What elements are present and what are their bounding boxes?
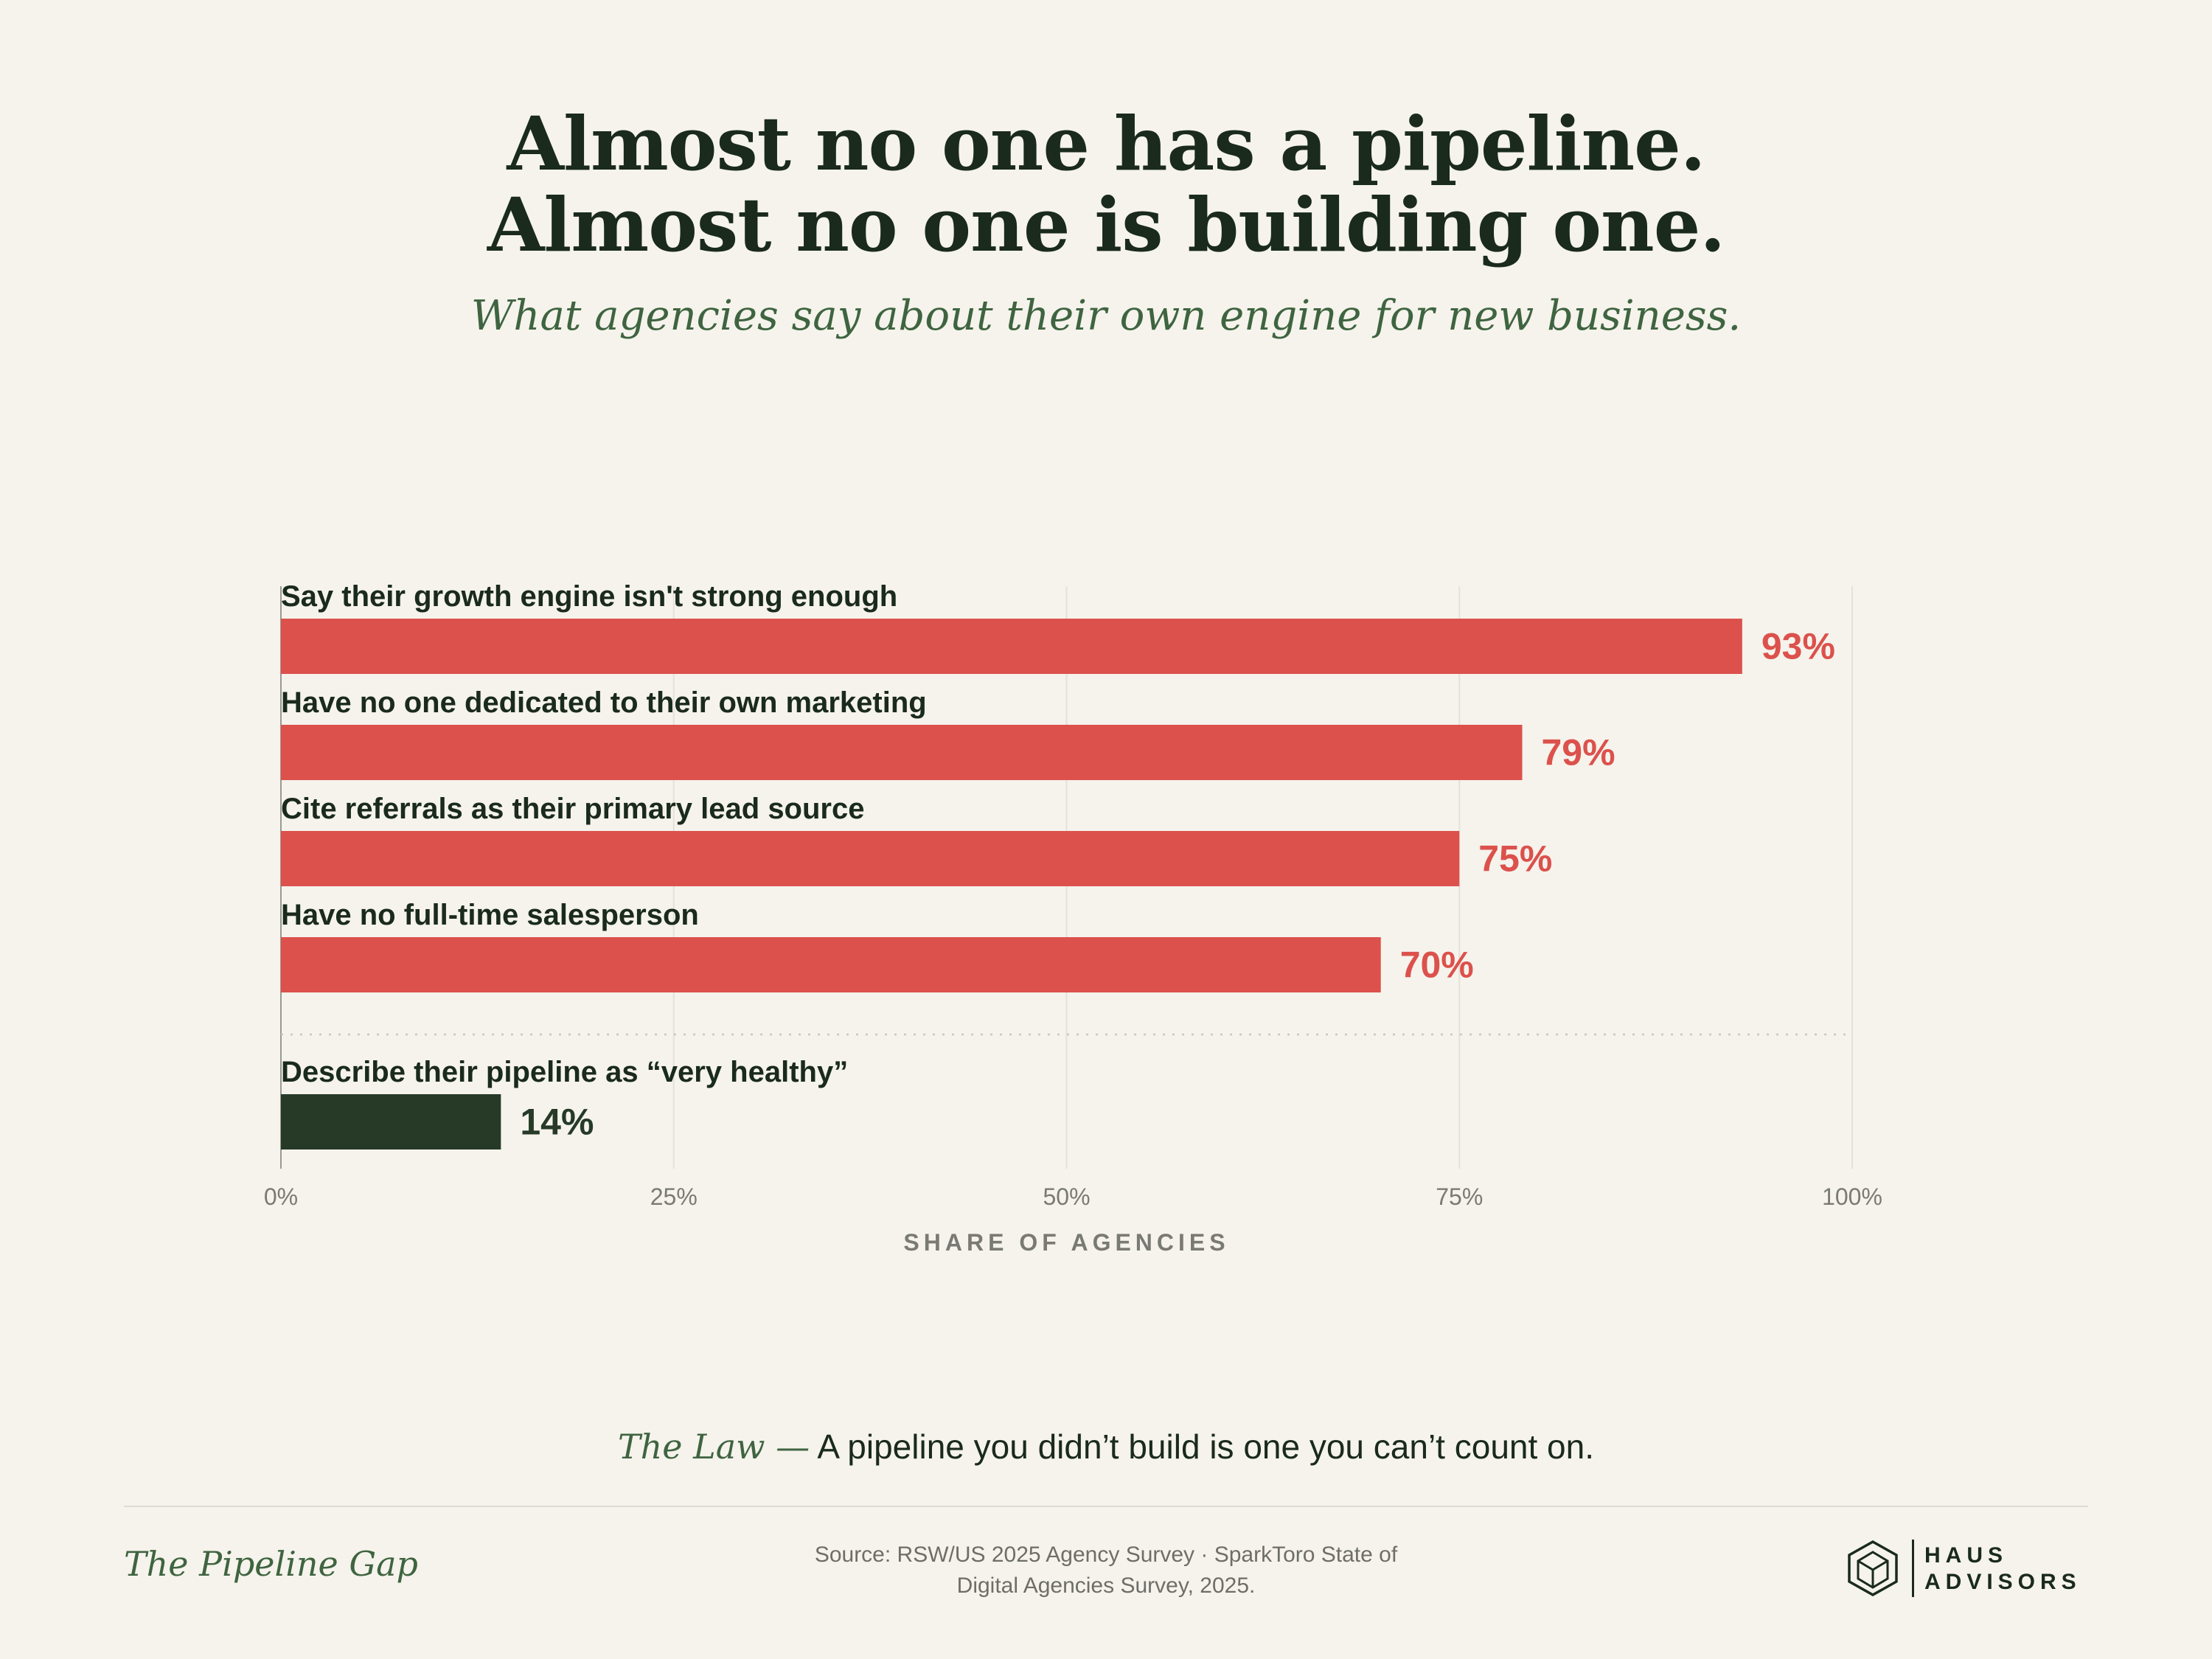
house-hexagon-icon [1848,1540,1898,1597]
x-tick-label: 50% [1043,1183,1090,1210]
data-label: 79% [1541,732,1615,773]
footer-title: The Pipeline Gap [124,1544,418,1584]
category-label: Cite referrals as their primary lead sou… [281,793,864,825]
x-tick-label: 0% [264,1183,298,1210]
category-label: Have no full-time salesperson [281,899,699,931]
title-line-2: Almost no one is building one. [487,181,1725,268]
category-label: Describe their pipeline as “very healthy… [281,1056,848,1088]
category-label: Have no one dedicated to their own marke… [281,686,927,719]
law-label: The Law — [618,1427,810,1467]
source-note: Source: RSW/US 2025 Agency Survey · Spar… [774,1540,1438,1601]
x-tick-label: 25% [650,1183,698,1210]
data-label: 14% [520,1102,594,1143]
data-label: 93% [1761,626,1835,667]
logo-separator [1912,1540,1914,1597]
x-tick-label: 75% [1436,1183,1483,1210]
source-line-1: Source: RSW/US 2025 Agency Survey · Spar… [814,1543,1398,1567]
x-axis-title: SHARE OF AGENCIES [903,1229,1229,1256]
data-label: 75% [1478,838,1552,880]
data-label: 70% [1400,945,1474,986]
logo-line-2: ADVISORS [1924,1570,2081,1594]
footer-divider [124,1506,2088,1507]
haus-advisors-logo: HAUS ADVISORS [1843,1535,2088,1601]
law-text: A pipeline you didn’t build is one you c… [817,1427,1594,1466]
logo-wordmark: HAUS ADVISORS [1924,1543,2081,1596]
law-statement: The Law — A pipeline you didn’t build is… [0,1427,2212,1467]
bar [281,831,1460,886]
source-line-2: Digital Agencies Survey, 2025. [956,1573,1256,1598]
bar [281,619,1742,674]
chart-title: Almost no one has a pipeline. Almost no … [0,103,2212,265]
title-line-1: Almost no one has a pipeline. [507,100,1705,187]
bar [281,725,1523,780]
category-label: Say their growth engine isn't strong eno… [281,580,897,613]
chart-subtitle: What agencies say about their own engine… [470,292,1742,340]
logo-line-1: HAUS [1924,1543,2008,1568]
bar [281,1094,501,1150]
x-tick-label: 100% [1822,1183,1882,1210]
bar [281,937,1381,992]
